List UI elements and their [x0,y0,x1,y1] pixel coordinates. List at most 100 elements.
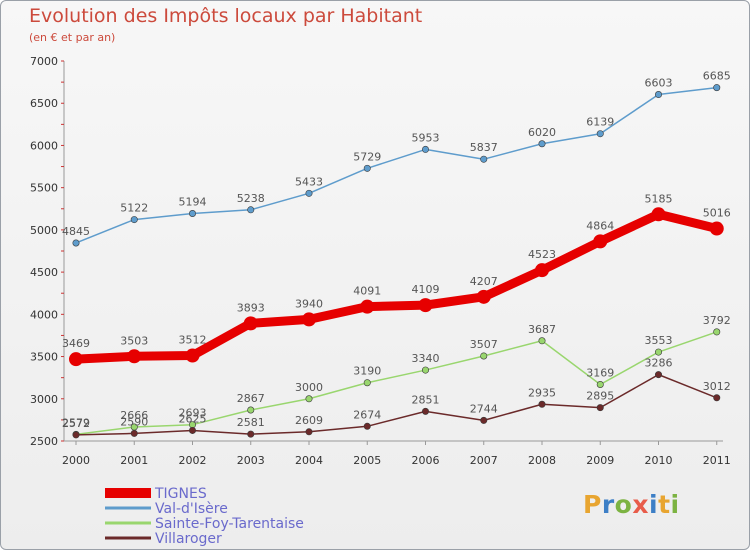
data-point [654,371,662,379]
x-tick-label: 2000 [62,454,90,467]
data-point [538,140,546,148]
data-point [538,400,546,408]
y-tick-label: 3500 [30,351,58,364]
chart-title: Evolution des Impôts locaux par Habitant [29,5,423,27]
data-label: 2935 [528,386,556,399]
data-label: 5729 [353,150,381,163]
data-point [363,379,371,387]
data-label: 3507 [470,338,498,351]
data-point [538,337,546,345]
data-label: 3340 [412,352,440,365]
series-line [75,373,718,436]
data-point [302,312,316,327]
x-tick-label: 2003 [237,454,265,467]
data-point [130,216,138,224]
x-tick-label: 2008 [528,454,556,467]
data-point [305,189,313,197]
data-point [247,430,255,438]
data-point [596,404,604,412]
legend: TIGNESVal-d'IsèreSainte-Foy-TarentaiseVi… [105,486,304,547]
data-label: 3940 [295,297,323,310]
data-label: 2666 [120,409,148,422]
data-label: 3000 [295,381,323,394]
data-label: 2674 [353,408,381,421]
data-label: 2625 [179,412,207,425]
data-point [709,221,724,236]
x-tick-label: 2010 [645,454,673,467]
y-tick-label: 7000 [30,55,58,68]
data-label: 4091 [353,285,381,298]
x-tick-label: 2002 [179,454,207,467]
series-line [71,209,722,364]
data-label: 5185 [645,192,673,205]
x-tick-label: 2007 [470,454,498,467]
y-tick-label: 4000 [30,308,58,321]
legend-label: TIGNES [154,486,207,502]
data-label: 6020 [528,126,556,139]
series-1: 4845 5122 5194 5238 5433 5729 5953 5837 6020 6139… [62,70,731,247]
data-label: 4864 [586,219,614,232]
data-label: 4845 [62,225,90,238]
data-label: 6603 [645,77,673,90]
data-point [654,348,662,356]
data-point [480,352,488,360]
y-tick-label: 6000 [30,139,58,152]
data-label: 3190 [353,365,381,378]
data-point [651,207,666,222]
data-label: 3286 [645,357,673,370]
data-point [189,426,197,434]
data-point [363,422,371,430]
legend-label: Val-d'Isère [155,501,228,517]
data-point [596,130,604,138]
data-point [713,394,721,402]
data-point [72,431,80,439]
data-label: 2579 [62,416,90,429]
data-point [69,352,83,367]
data-point [421,366,429,374]
y-tick-label: 4500 [30,266,58,279]
data-point [247,206,255,214]
x-tick-label: 2001 [120,454,148,467]
data-point [247,406,255,414]
data-label: 2581 [237,416,265,429]
data-label: 2851 [412,393,440,406]
data-point [593,234,608,249]
proxiti-logo: Proxiti [583,490,680,519]
data-label: 3469 [62,337,90,350]
data-label: 3893 [237,301,265,314]
data-point [418,298,433,313]
chart-subtitle: (en € et par an) [29,31,116,44]
data-point [243,316,258,331]
data-point [127,349,142,364]
legend-label: Villaroger [155,531,222,547]
data-label: 2895 [586,390,614,403]
data-label: 5016 [703,207,731,220]
data-label: 3687 [528,323,556,336]
data-point [596,381,604,389]
y-tick-label: 5500 [30,182,58,195]
data-label: 3169 [586,367,614,380]
x-tick-label: 2009 [586,454,614,467]
data-label: 3792 [703,314,731,327]
x-tick-label: 2004 [295,454,323,467]
data-label: 3503 [120,334,148,347]
data-point [654,91,662,99]
series-line [75,86,718,244]
x-tick-label: 2006 [412,454,440,467]
y-tick-label: 6500 [30,97,58,110]
data-label: 5953 [412,131,440,144]
data-point [421,407,429,415]
data-label: 6685 [703,70,731,83]
y-tick-label: 3000 [30,393,58,406]
x-tick-label: 2005 [353,454,381,467]
data-label: 2744 [470,402,498,415]
data-label: 6139 [586,116,614,129]
data-label: 4523 [528,248,556,261]
data-point [185,348,200,363]
data-label: 5122 [120,202,148,215]
data-point [305,395,313,403]
data-point [480,155,488,163]
data-point [476,289,491,304]
data-point [421,145,429,153]
